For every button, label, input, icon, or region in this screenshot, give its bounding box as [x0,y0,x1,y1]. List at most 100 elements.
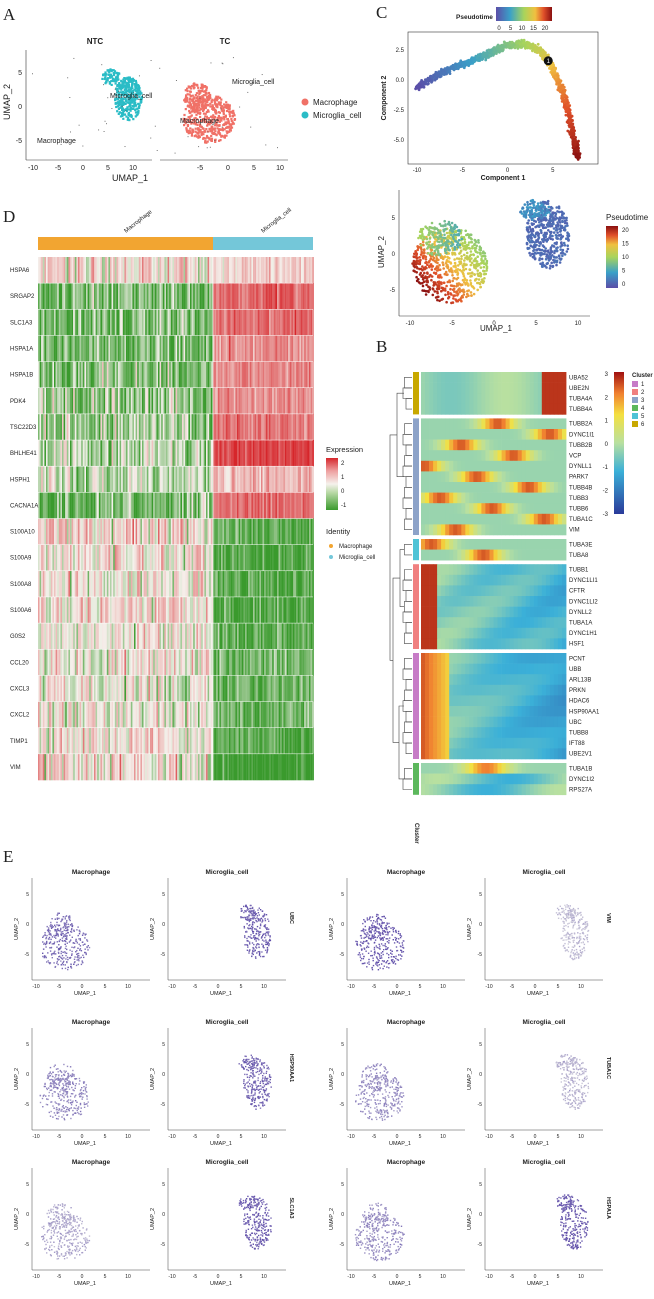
heatmap-cell [214,335,217,362]
heatmap-cell [248,309,250,336]
heatmap-cell [202,257,205,284]
point [206,122,210,125]
point [473,279,477,282]
point [189,131,192,134]
heatmap-cell [142,309,144,336]
point [544,238,548,242]
point [139,101,142,104]
heatmap-cell [54,257,56,284]
point [451,243,455,246]
point [121,86,124,89]
heatmap-cell [98,387,101,415]
anno-label-microglia: Microglia_cell [261,207,293,234]
heatmap-cell [118,335,120,362]
heatmap-cell [73,335,75,362]
heatmap-cell [151,361,154,389]
point [561,254,564,258]
point [218,116,221,119]
x-tick: 5 [252,165,256,172]
point [132,80,135,83]
heatmap-cell [280,387,282,415]
heatmap-cell [296,387,298,415]
point [213,128,216,131]
heatmap-cell [227,335,230,362]
point [216,116,219,120]
point [110,80,113,83]
point [441,257,445,261]
point [123,89,126,92]
point [118,100,121,103]
heatmap-cell [219,257,222,284]
heatmap-cell [264,309,266,336]
heatmap-cell [217,283,220,310]
point [223,118,226,121]
point [434,260,438,264]
point [446,245,450,248]
heatmap-cell [47,387,50,415]
heatmap-row [38,361,314,389]
point [183,98,187,101]
heatmap-cell [214,413,217,441]
heatmap-cell [177,335,179,362]
pseudotime-colorbar-bottom [606,226,618,288]
point [423,271,426,275]
heatmap-cell [87,257,90,284]
point [216,119,219,122]
heatmap-cell [84,309,87,336]
heatmap-cell [111,309,114,336]
heatmap-cell [277,335,279,362]
point [156,149,158,151]
heatmap-cell [199,387,202,415]
heatmap-cell [264,283,266,310]
heatmap-cell [249,257,252,284]
point [427,233,430,237]
heatmap-cell [87,413,90,441]
point [130,80,133,83]
heatmap-cell [89,387,91,415]
point [228,128,231,131]
point [189,90,192,93]
point [207,91,211,95]
point [118,86,121,89]
heatmap-cell [62,361,64,389]
heatmap-cell [134,387,136,415]
point [519,210,522,214]
heatmap-cell [49,387,51,415]
heatmap-cell [130,309,133,336]
point [195,96,198,100]
heatmap-cell [55,413,58,441]
heatmap-cell [169,257,171,284]
heatmap-cell [277,309,279,336]
heatmap-cell [89,309,91,336]
point [127,108,130,111]
point [207,110,210,113]
heatmap-cell [289,257,292,284]
point [221,109,224,113]
heatmap-cell [143,413,146,441]
point [442,263,445,267]
heatmap-cell [166,283,168,310]
heatmap-cell [193,335,195,362]
heatmap-cell [158,257,160,284]
heatmap-cell [206,335,208,362]
point [556,210,559,213]
point [438,222,442,226]
point [462,265,465,269]
heatmap-cell [251,257,254,284]
heatmap-cell [262,283,265,310]
heatmap-cell [111,257,114,284]
heatmap-cell [178,283,181,310]
heatmap-cell [65,361,67,389]
heatmap-cell [57,257,59,284]
point [416,248,420,252]
label-tc-macrophage: Macrophage [180,118,219,125]
heatmap-cell [71,283,74,310]
heatmap-cell [309,309,311,336]
point [139,99,142,102]
heatmap-cell [254,283,257,310]
heatmap-cell [249,283,252,310]
heatmap-cell [82,257,85,284]
heatmap-cell [224,309,226,336]
y-tick: 5 [392,216,396,222]
heatmap-cell [257,335,260,362]
